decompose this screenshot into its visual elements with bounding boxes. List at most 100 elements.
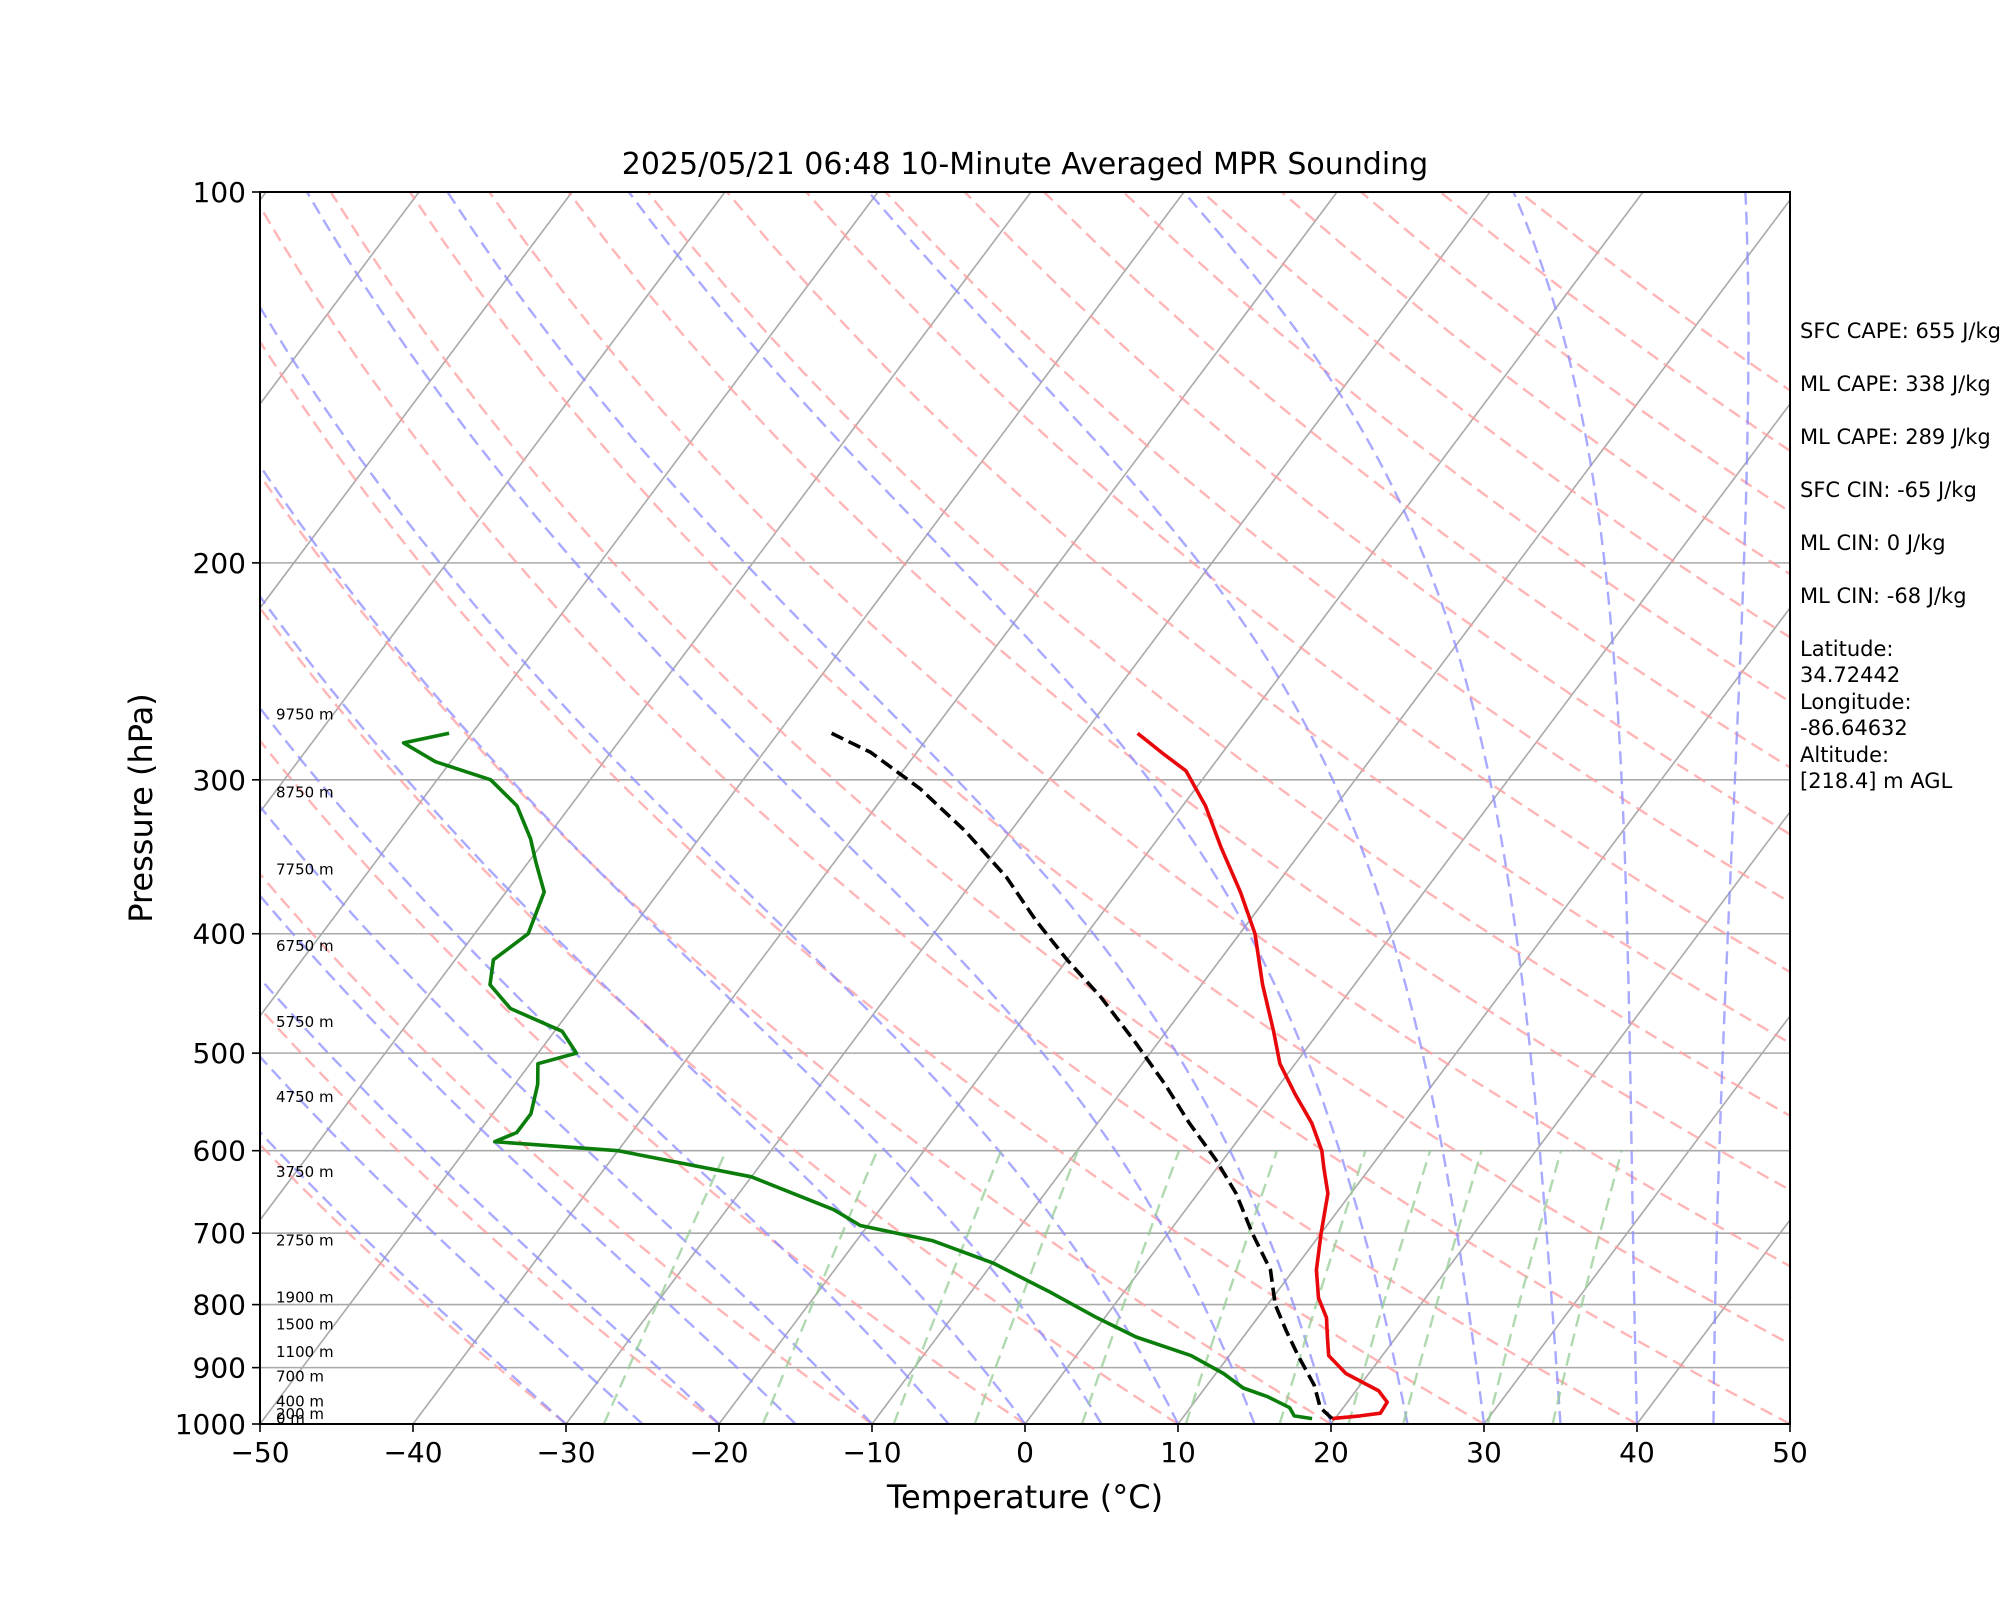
moist-adiabat bbox=[260, 976, 720, 1424]
x-tick-label: −50 bbox=[230, 1436, 289, 1469]
mixing-ratio-line bbox=[1486, 1150, 1563, 1424]
height-label: 700 m bbox=[276, 1368, 324, 1386]
chart-title: 2025/05/21 06:48 10-Minute Averaged MPR … bbox=[622, 147, 1428, 182]
height-label: 5750 m bbox=[276, 1013, 334, 1031]
moist-adiabat bbox=[260, 706, 950, 1424]
height-label: 6750 m bbox=[276, 937, 334, 955]
annotation-text: [218.4] m AGL bbox=[1800, 769, 1953, 793]
moist-adiabat bbox=[260, 1130, 567, 1424]
x-axis-label: Temperature (°C) bbox=[886, 1478, 1163, 1516]
y-tick-label: 500 bbox=[193, 1037, 246, 1070]
dry-adiabat bbox=[726, 192, 1790, 1045]
sounding-series bbox=[401, 731, 1389, 1421]
moist-adiabat bbox=[260, 463, 1103, 1424]
isotherm-line bbox=[260, 192, 1185, 1424]
moist-adiabat bbox=[1712, 192, 1750, 1424]
height-label: 9750 m bbox=[276, 705, 334, 723]
x-tick-label: 40 bbox=[1619, 1436, 1655, 1469]
moist-adiabat bbox=[305, 192, 1256, 1424]
y-tick-label: 1000 bbox=[175, 1408, 246, 1441]
height-label: 8750 m bbox=[276, 783, 334, 801]
dry-adiabat bbox=[260, 339, 1485, 1424]
isotherm-line bbox=[1330, 810, 1790, 1424]
mixing-ratio-line bbox=[1551, 1150, 1623, 1424]
mixing-ratio-line bbox=[1080, 1150, 1181, 1424]
dry-adiabat bbox=[260, 1006, 720, 1424]
isotherm-line bbox=[871, 198, 1790, 1424]
dry-adiabat bbox=[488, 192, 1790, 1268]
plot-area bbox=[260, 192, 1790, 1424]
x-tick-label: 30 bbox=[1466, 1436, 1502, 1469]
dewpoint-line bbox=[401, 731, 1313, 1421]
isotherm-line bbox=[1483, 1014, 1790, 1424]
moist-adiabat bbox=[260, 893, 797, 1424]
annotation-text: ML CAPE: 338 J/kg bbox=[1800, 372, 1991, 396]
dry-adiabat-lines bbox=[260, 192, 1790, 1424]
y-tick-label: 100 bbox=[193, 176, 246, 209]
height-label: 2750 m bbox=[276, 1231, 334, 1249]
y-tick-label: 600 bbox=[193, 1135, 246, 1168]
annotation-text: ML CIN: -68 J/kg bbox=[1800, 584, 1967, 608]
dry-adiabat bbox=[260, 738, 1026, 1424]
dry-adiabat bbox=[260, 473, 1332, 1424]
y-axis-label: Pressure (hPa) bbox=[122, 693, 160, 923]
height-label: 1900 m bbox=[276, 1289, 334, 1307]
mixing-ratio-lines bbox=[602, 1150, 1623, 1424]
isotherm-line bbox=[260, 192, 420, 406]
mixing-ratio-line bbox=[973, 1150, 1079, 1424]
x-tick-label: −20 bbox=[689, 1436, 748, 1469]
isobar-gridlines bbox=[260, 562, 1790, 1369]
moist-adiabat bbox=[260, 594, 1026, 1424]
annotation-text: Longitude: bbox=[1800, 690, 1912, 714]
x-tick-label: 50 bbox=[1772, 1436, 1808, 1469]
moist-adiabat bbox=[1512, 192, 1639, 1424]
annotation-text: Altitude: bbox=[1800, 743, 1889, 767]
height-label: 4750 m bbox=[276, 1088, 334, 1106]
y-tick-label: 900 bbox=[193, 1352, 246, 1385]
dry-adiabat bbox=[260, 872, 873, 1424]
parcel-line bbox=[830, 731, 1334, 1420]
mixing-ratio-line bbox=[1402, 1150, 1483, 1424]
mixing-ratio-line bbox=[1347, 1150, 1432, 1424]
moist-adiabat bbox=[260, 1055, 644, 1424]
height-label: 1500 m bbox=[276, 1315, 334, 1333]
y-tick-label: 400 bbox=[193, 918, 246, 951]
dry-adiabat bbox=[963, 192, 1790, 836]
dry-adiabat bbox=[260, 203, 1638, 1424]
axis-ticks: −50 −40 −30 −20 −10 0 10 20 30 40 50 100 200 300 400 50… bbox=[175, 176, 1808, 1469]
moist-adiabat bbox=[1182, 192, 1562, 1424]
height-label: 7750 m bbox=[276, 860, 334, 878]
annotation-text: ML CIN: 0 J/kg bbox=[1800, 531, 1946, 555]
dry-adiabat bbox=[567, 192, 1790, 1192]
height-label: 3750 m bbox=[276, 1163, 334, 1181]
moist-adiabat bbox=[260, 804, 873, 1424]
mixing-ratio-line bbox=[892, 1150, 1003, 1424]
isotherm-line bbox=[260, 192, 573, 610]
x-tick-label: −30 bbox=[536, 1436, 595, 1469]
mixing-ratio-line bbox=[1184, 1150, 1279, 1424]
moist-adiabat-lines bbox=[260, 192, 1790, 1424]
moist-adiabat bbox=[446, 192, 1333, 1424]
y-tick-label: 800 bbox=[193, 1289, 246, 1322]
x-tick-label: −40 bbox=[383, 1436, 442, 1469]
annotation-text: ML CAPE: 289 J/kg bbox=[1800, 425, 1991, 449]
mixing-ratio-line bbox=[761, 1150, 879, 1424]
annotation-text: 34.72442 bbox=[1800, 663, 1900, 687]
height-label: 200 m bbox=[276, 1405, 324, 1423]
isotherm-line bbox=[1024, 402, 1790, 1424]
mixing-ratio-line bbox=[602, 1150, 728, 1424]
y-tick-label: 200 bbox=[193, 547, 246, 580]
dry-adiabat bbox=[260, 606, 1179, 1424]
dry-adiabat bbox=[409, 192, 1790, 1346]
x-tick-label: 20 bbox=[1313, 1436, 1349, 1469]
isotherm-line bbox=[260, 192, 726, 814]
moist-adiabat bbox=[260, 304, 1180, 1424]
dry-adiabat bbox=[646, 192, 1790, 1118]
annotation-text: SFC CIN: -65 J/kg bbox=[1800, 478, 1977, 502]
temperature-line bbox=[1136, 731, 1389, 1421]
isotherm-line bbox=[1177, 606, 1790, 1424]
height-label: 1100 m bbox=[276, 1343, 334, 1361]
